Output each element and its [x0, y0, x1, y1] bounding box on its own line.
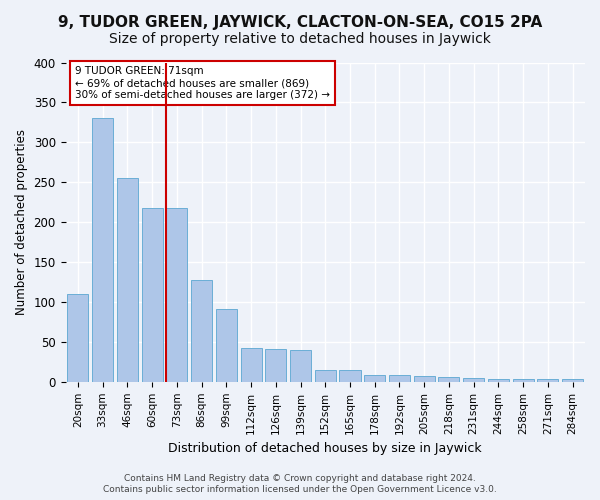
- Bar: [92, 118, 113, 382]
- Bar: [166, 208, 187, 382]
- Bar: [290, 350, 311, 382]
- Y-axis label: Number of detached properties: Number of detached properties: [15, 129, 28, 315]
- Text: Contains HM Land Registry data © Crown copyright and database right 2024.
Contai: Contains HM Land Registry data © Crown c…: [103, 474, 497, 494]
- Bar: [439, 377, 460, 382]
- Text: 9 TUDOR GREEN: 71sqm
← 69% of detached houses are smaller (869)
30% of semi-deta: 9 TUDOR GREEN: 71sqm ← 69% of detached h…: [75, 66, 330, 100]
- Bar: [463, 378, 484, 382]
- Bar: [216, 309, 237, 382]
- Bar: [191, 280, 212, 382]
- Bar: [67, 294, 88, 382]
- Bar: [512, 380, 533, 382]
- Bar: [117, 178, 138, 382]
- Bar: [389, 376, 410, 382]
- Bar: [340, 370, 361, 382]
- Bar: [364, 374, 385, 382]
- Bar: [538, 380, 559, 382]
- Bar: [413, 376, 435, 382]
- Bar: [488, 380, 509, 382]
- Bar: [241, 348, 262, 382]
- Text: Size of property relative to detached houses in Jaywick: Size of property relative to detached ho…: [109, 32, 491, 46]
- Bar: [562, 378, 583, 382]
- Bar: [142, 208, 163, 382]
- Text: 9, TUDOR GREEN, JAYWICK, CLACTON-ON-SEA, CO15 2PA: 9, TUDOR GREEN, JAYWICK, CLACTON-ON-SEA,…: [58, 15, 542, 30]
- Bar: [315, 370, 336, 382]
- X-axis label: Distribution of detached houses by size in Jaywick: Distribution of detached houses by size …: [169, 442, 482, 455]
- Bar: [265, 349, 286, 382]
